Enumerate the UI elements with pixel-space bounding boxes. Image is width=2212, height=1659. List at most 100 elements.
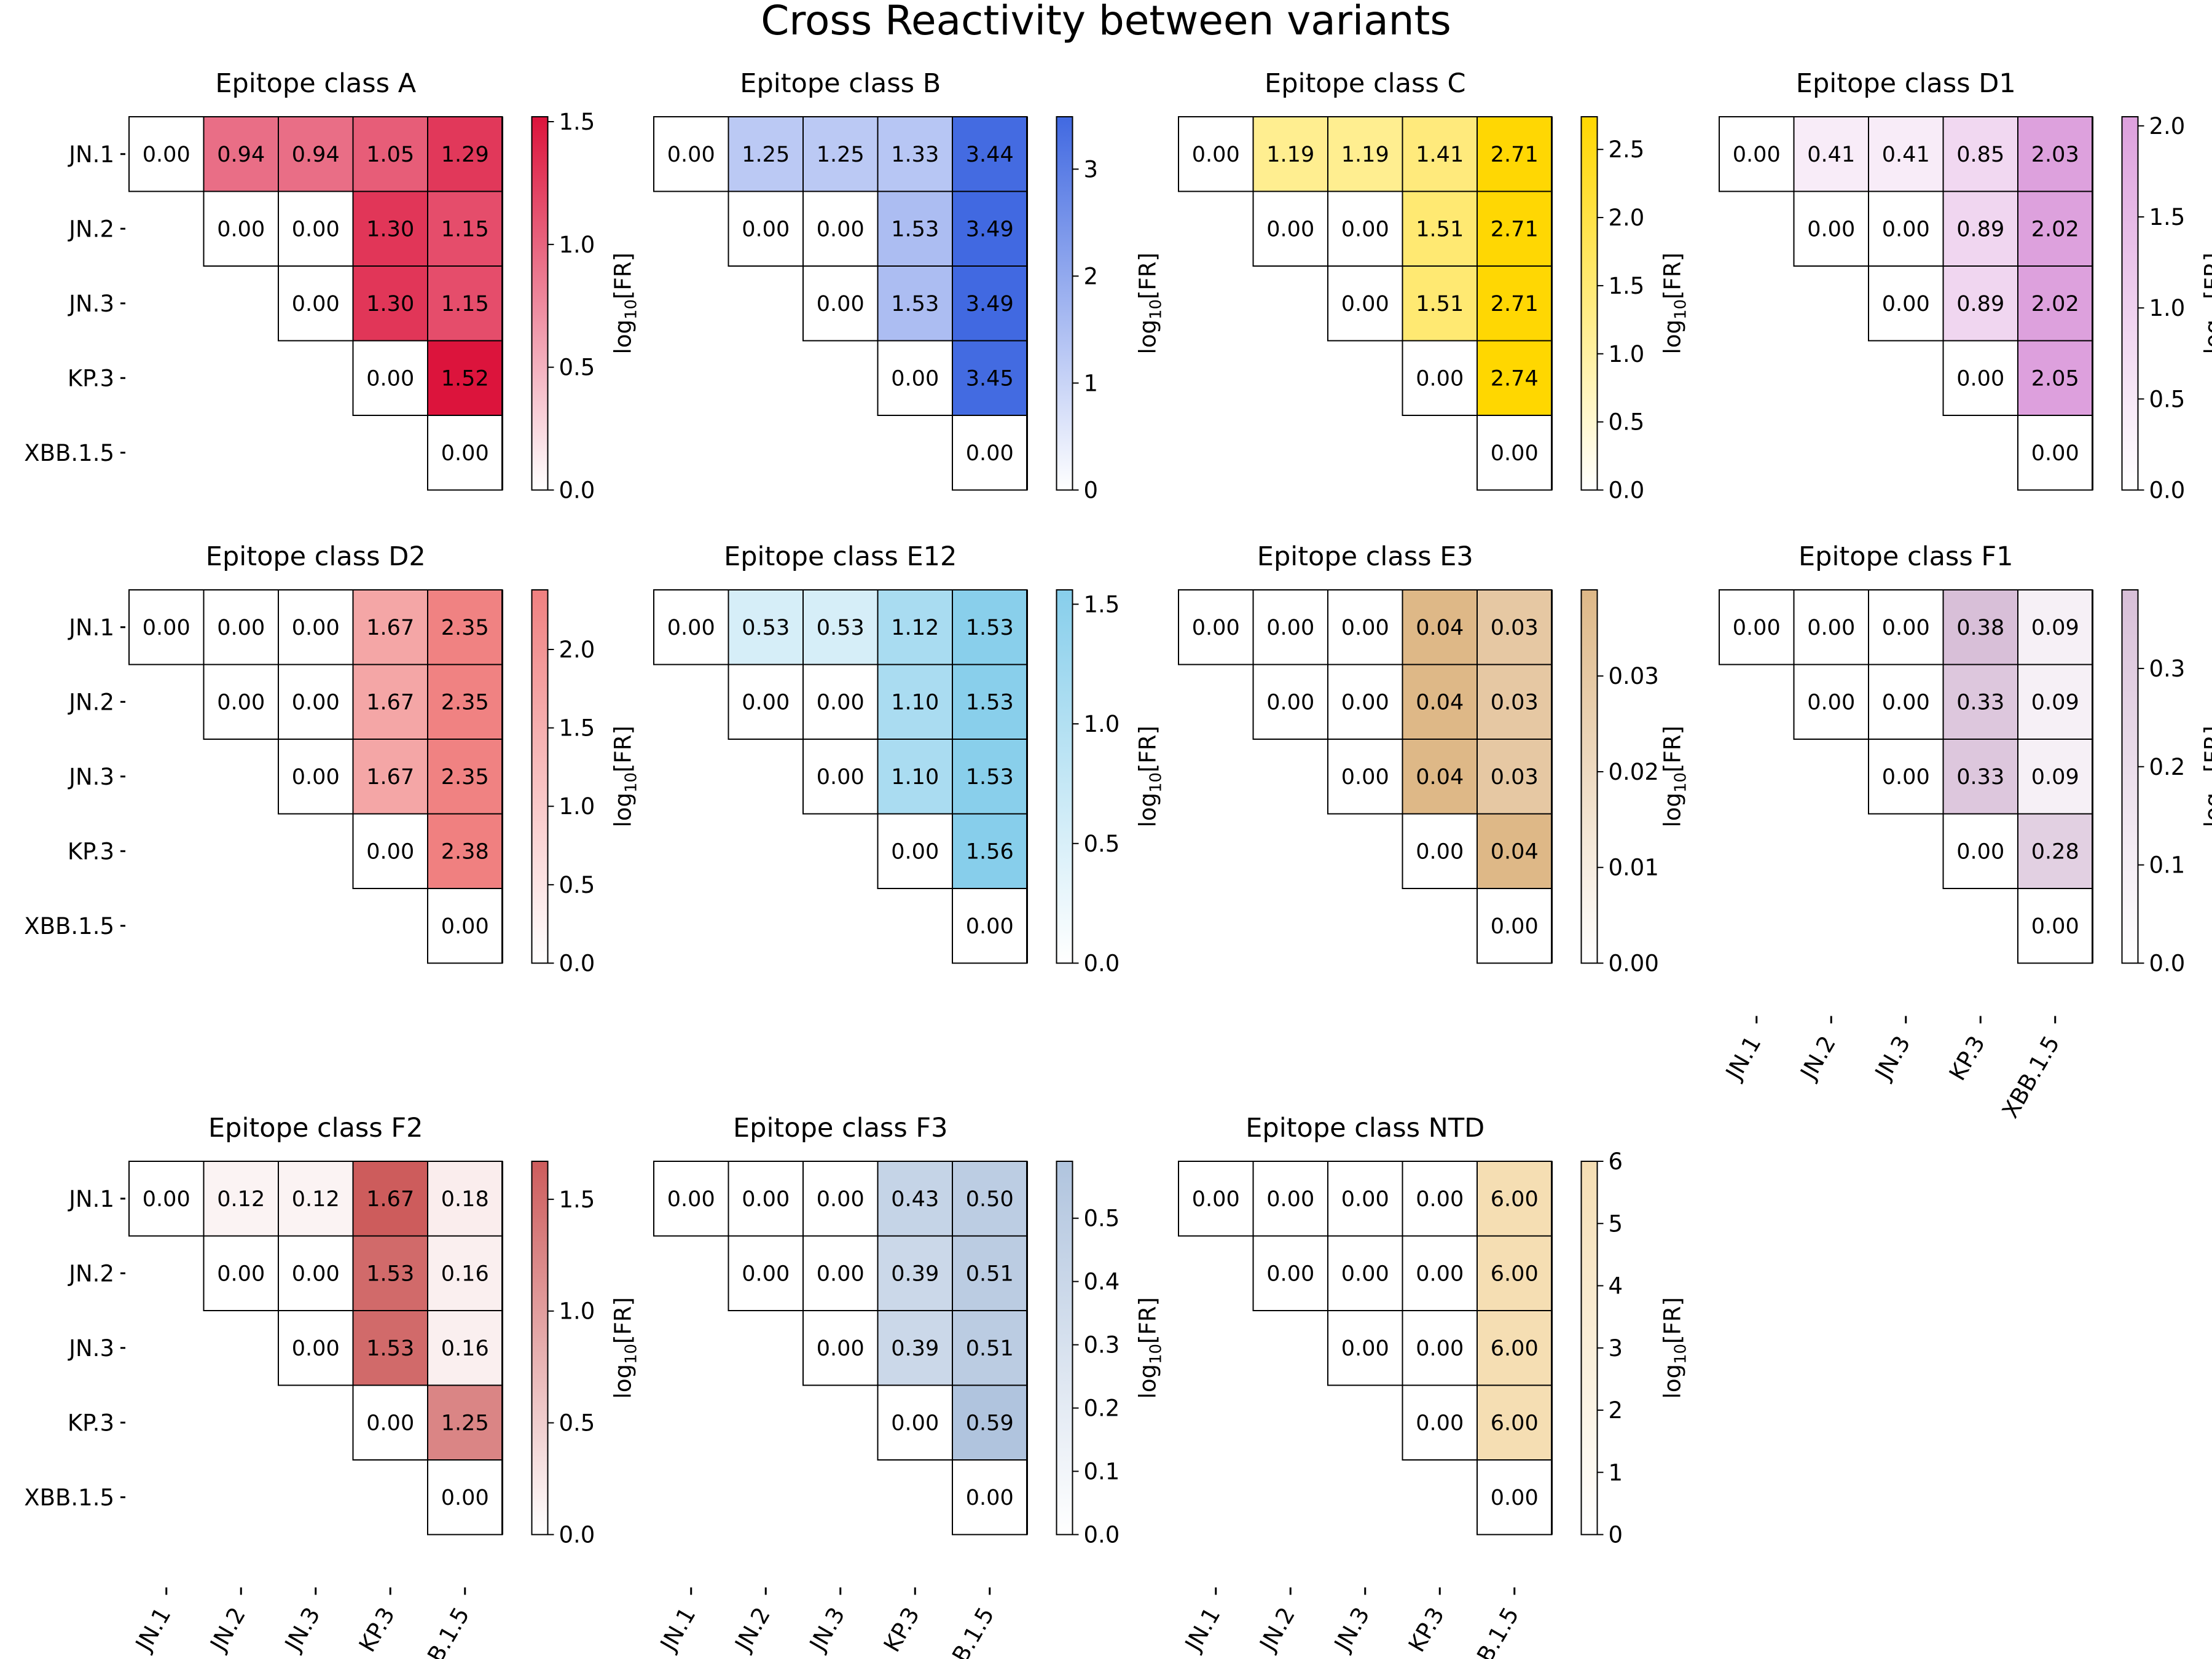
heatmap-cell: [1402, 265, 1478, 342]
heatmap-cell: [427, 888, 503, 964]
cell-value-label: 0.00: [1807, 690, 1855, 715]
heatmap-cell: [2017, 265, 2093, 342]
colorbar-tick-label: 4: [1609, 1273, 1623, 1300]
colorbar: [2121, 589, 2139, 964]
cell-value-label: 0.94: [217, 143, 265, 167]
cell-value-label: 0.00: [1491, 914, 1539, 939]
heatmap-cell: [2017, 739, 2093, 815]
colorbar-tick-label: 1.5: [1609, 273, 1645, 299]
heatmap-cell: [1252, 1161, 1328, 1237]
colorbar-label-sub: 10: [1147, 1344, 1166, 1364]
heatmap-cell: [128, 589, 205, 665]
heatmap-cell: [1477, 1161, 1553, 1237]
colorbar-label-prefix: log: [2200, 320, 2212, 354]
cell-value-label: 0.85: [1956, 143, 2004, 167]
heatmap-cell: [877, 116, 953, 192]
cell-value-label: 0.59: [966, 1411, 1014, 1435]
cell-value-label: 1.67: [366, 765, 414, 790]
colorbar-tick-label: 0.02: [1609, 759, 1659, 785]
heatmap-cell: [802, 1310, 879, 1386]
cell-value-label: 1.25: [742, 143, 790, 167]
cell-value-label: 0.00: [1192, 143, 1240, 167]
colorbar-tick-label: 1.0: [559, 232, 595, 258]
cell-value-label: 0.00: [1416, 1187, 1464, 1212]
cell-value-label: 2.38: [441, 839, 489, 864]
cell-value-label: 0.50: [966, 1187, 1014, 1212]
heatmap-panel-epitope-class-ntd: Epitope class NTD 0.00 0.00 0.00 0.00 6.00 0.0…: [1178, 1113, 1690, 1659]
colorbar-label-suffix: [FR]: [1135, 253, 1161, 299]
colorbar-tick-label: 0: [1609, 1522, 1623, 1548]
heatmap-cell: [1402, 813, 1478, 889]
heatmap-cell: [1252, 1235, 1328, 1311]
heatmap-cell: [952, 116, 1028, 192]
colorbar-label: log10[FR]: [610, 726, 641, 827]
cell-value-label: 0.04: [1491, 839, 1539, 864]
panel-title: Epitope class D2: [206, 541, 426, 572]
colorbar-label-suffix: [FR]: [2200, 253, 2212, 299]
cell-value-label: 2.03: [2031, 143, 2079, 167]
cell-value-label: 0.00: [217, 616, 265, 640]
cell-value-label: 2.71: [1491, 292, 1539, 316]
heatmap-cell: [1178, 1161, 1254, 1237]
cell-value-label: 0.12: [292, 1187, 340, 1212]
cell-value-label: 0.00: [966, 914, 1014, 939]
heatmap-cell: [427, 1310, 503, 1386]
cell-value-label: 1.15: [441, 292, 489, 316]
cell-value-label: 0.03: [1491, 690, 1539, 715]
colorbar-tick-label: 1.5: [1084, 591, 1120, 618]
panel-title: Epitope class F2: [208, 1113, 423, 1143]
heatmap-cell: [427, 340, 503, 416]
cell-value-label: 0.00: [1416, 1261, 1464, 1286]
colorbar-tick-label: 0: [1084, 477, 1099, 504]
heatmap-panel-epitope-class-e3: Epitope class E3 0.00 0.00 0.00 0.04 0.03 0.00…: [1178, 541, 1690, 977]
cell-value-label: 2.71: [1491, 217, 1539, 241]
cell-value-label: 0.00: [742, 1261, 790, 1286]
colorbar-tick-label: 0.0: [559, 951, 595, 977]
colorbar-tick-label: 1.0: [559, 1298, 595, 1325]
cell-value-label: 1.53: [891, 292, 939, 316]
heatmap-cell: [1942, 664, 2018, 740]
cell-value-label: 3.49: [966, 292, 1014, 316]
heatmap-cell: [1402, 190, 1478, 267]
heatmap-cell: [728, 190, 804, 267]
heatmap-cell: [1327, 1310, 1403, 1386]
heatmap-cell: [802, 589, 879, 665]
heatmap-cell: [952, 739, 1028, 815]
cell-value-label: 0.89: [1956, 217, 2004, 241]
heatmap-cell: [1402, 664, 1478, 740]
heatmap-cell: [877, 813, 953, 889]
cell-value-label: 0.53: [817, 616, 865, 640]
heatmap-cell: [877, 1235, 953, 1311]
cell-value-label: 1.25: [817, 143, 865, 167]
heatmap-cell: [427, 1161, 503, 1237]
colorbar-tick-label: 0.0: [2149, 951, 2186, 977]
cell-value-label: 0.00: [366, 839, 414, 864]
colorbar-label-prefix: log: [1660, 320, 1686, 354]
cell-value-label: 0.00: [292, 690, 340, 715]
cell-value-label: 0.00: [1882, 690, 1930, 715]
heatmap-panel-epitope-class-f3: Epitope class F30.00 0.00 0.00 0.43 0.500.00…: [653, 1113, 1166, 1659]
y-tick-label: XBB.1.5: [24, 1484, 114, 1511]
cell-value-label: 0.00: [1807, 217, 1855, 241]
heatmap-cell: [1402, 589, 1478, 665]
heatmap-cell: [2017, 190, 2093, 267]
heatmap-cell: [877, 589, 953, 665]
cell-value-label: 0.00: [1341, 292, 1389, 316]
colorbar-tick-label: 2.0: [2149, 113, 2186, 139]
heatmap-cell: [1252, 589, 1328, 665]
cell-value-label: 0.00: [1341, 1336, 1389, 1361]
heatmap-cell: [1793, 116, 1869, 192]
cell-value-label: 1.53: [366, 1261, 414, 1286]
colorbar-tick-label: 0.0: [1609, 477, 1645, 504]
heatmap-cell: [802, 1235, 879, 1311]
cell-value-label: 0.53: [742, 616, 790, 640]
heatmap-cell: [278, 589, 354, 665]
cell-value-label: 0.00: [1416, 1411, 1464, 1435]
cell-value-label: 0.00: [441, 441, 489, 466]
heatmap-cell: [1477, 888, 1553, 964]
cell-value-label: 0.00: [817, 690, 865, 715]
panel-title: Epitope class F1: [1798, 541, 2014, 572]
cell-value-label: 0.41: [1882, 143, 1930, 167]
colorbar-label-suffix: [FR]: [610, 1297, 637, 1344]
colorbar-label-suffix: [FR]: [610, 253, 637, 299]
